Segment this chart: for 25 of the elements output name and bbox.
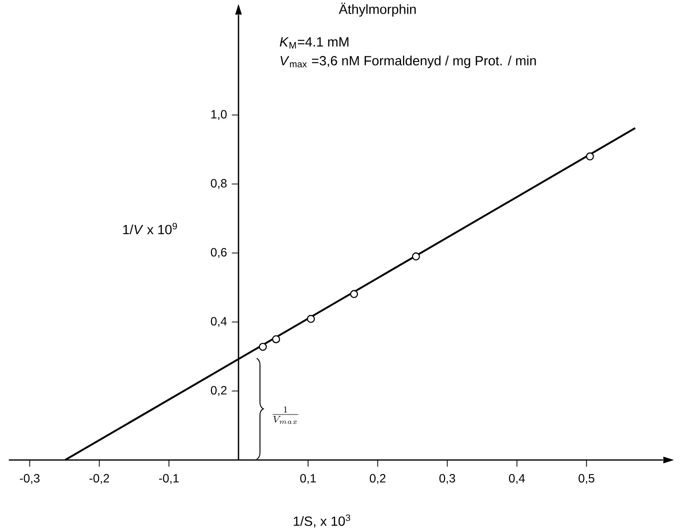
annotation: $\frac{1}{V_{max}}$ [272, 406, 298, 424]
annotation: K$_{M}$=4.1 mM [280, 37, 348, 48]
x-axis-title: 1/S, x 10$^{3}$ [294, 514, 350, 528]
y-tick-label: 0,8 [210, 179, 227, 189]
y-tick-label: 0,2 [210, 386, 227, 396]
x-tick-label: 0,4 [509, 474, 525, 484]
y-tick-label: 1,0 [211, 110, 227, 120]
x-tick-label: 0,1 [300, 474, 316, 484]
point [350, 290, 358, 298]
x-tick-label: -0,1 [159, 474, 179, 484]
annotation: V$_{max}$ =3,6 nM Formaldenyd / mg Prot. / min [280, 56, 536, 68]
x-tick-label: 0,2 [370, 474, 386, 484]
point [586, 152, 594, 160]
x-tick-label: 0,5 [578, 474, 594, 484]
y-tick-label: 0,4 [210, 317, 227, 327]
point [306, 314, 315, 323]
point [258, 342, 267, 351]
point [272, 335, 280, 344]
x-tick-label: -0,3 [20, 474, 40, 484]
y-tick-label: 0,6 [210, 248, 227, 258]
point [412, 252, 420, 260]
chart-title: Äthylmorphin [338, 2, 416, 17]
x-tick-label: 0,3 [439, 474, 456, 484]
y-axis-title: 1/V x 10$^{9}$ [123, 222, 177, 234]
x-tick-label: -0,2 [90, 474, 110, 484]
